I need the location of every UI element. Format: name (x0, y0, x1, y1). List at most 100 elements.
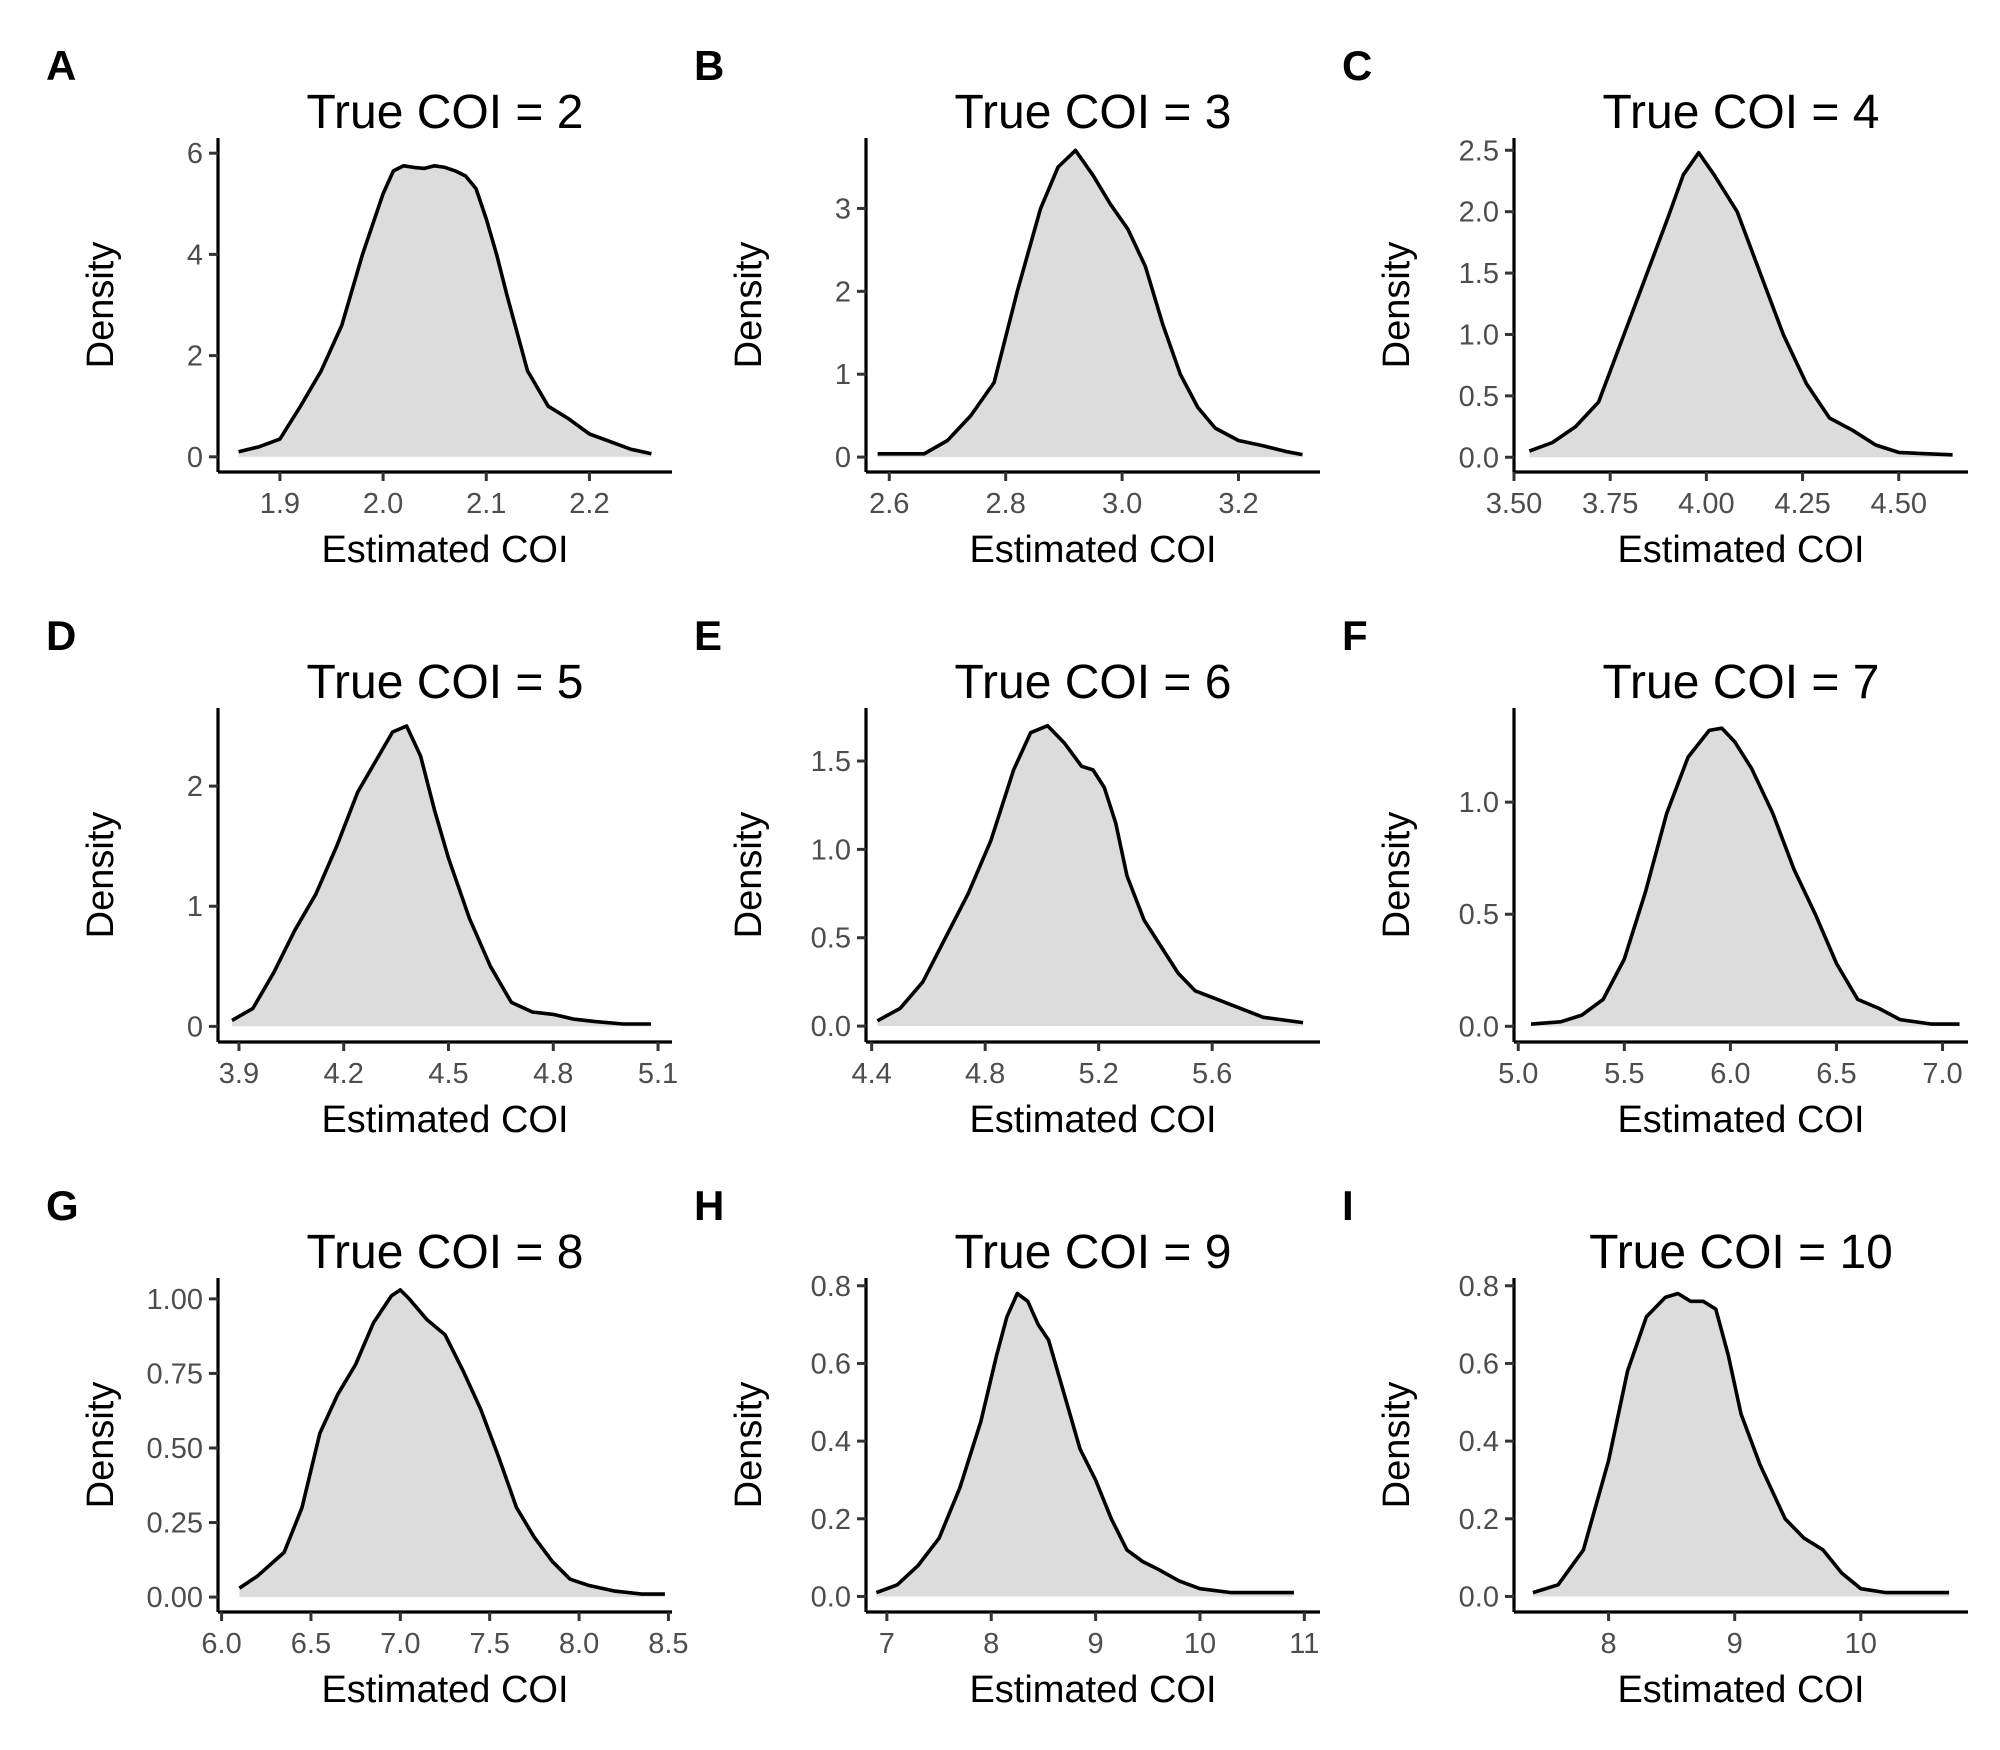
y-tick-label: 2 (187, 341, 203, 373)
panel-letter: C (1342, 42, 1372, 89)
x-tick-label: 10 (1184, 1628, 1216, 1660)
x-tick-label: 5.2 (1079, 1058, 1119, 1090)
density-area (1529, 152, 1953, 458)
y-tick-label: 1.5 (811, 746, 851, 778)
x-tick-label: 2.1 (466, 488, 506, 520)
x-axis-title: Estimated COI (1617, 1099, 1864, 1141)
y-tick-label: 2.5 (1459, 135, 1499, 167)
density-line (238, 164, 652, 456)
y-tick-label: 0.2 (811, 1504, 851, 1536)
density-line (231, 724, 651, 1026)
x-tick-label: 4.8 (965, 1058, 1005, 1090)
y-tick-label: 0.0 (1459, 442, 1499, 474)
panel-title: True COI = 10 (1589, 1226, 1893, 1279)
x-tick-label: 5.6 (1192, 1058, 1232, 1090)
x-tick-label: 2.2 (569, 488, 609, 520)
y-tick-label: 4 (187, 239, 203, 271)
density-area (1531, 728, 1960, 1027)
panel-title: True COI = 8 (307, 1226, 584, 1279)
y-tick-label: 0.5 (1459, 381, 1499, 413)
panel-f: F True COI = 7 5.0 5.5 6.0 6.5 7.0 0.0 0.5 1.0 Est… (1342, 612, 1968, 1141)
x-tick-label: 2.6 (869, 488, 909, 520)
x-tick-label: 10 (1845, 1628, 1877, 1660)
density-line (877, 148, 1303, 457)
x-tick-label: 5.1 (638, 1058, 678, 1090)
x-tick-label: 7.0 (1922, 1058, 1962, 1090)
panel-letter: H (694, 1182, 724, 1229)
panel-title: True COI = 7 (1603, 656, 1880, 709)
x-tick-label: 5.0 (1498, 1058, 1538, 1090)
density-area (1532, 1293, 1950, 1597)
panel-title: True COI = 9 (955, 1226, 1232, 1279)
y-tick-label: 3 (835, 193, 851, 225)
x-tick-label: 6.0 (1710, 1058, 1750, 1090)
y-tick-label: 1.00 (147, 1284, 203, 1316)
y-tick-label: 0.8 (1459, 1271, 1499, 1303)
density-area (877, 150, 1303, 458)
x-tick-label: 4.25 (1774, 488, 1830, 520)
panel-title: True COI = 4 (1603, 86, 1880, 139)
x-tick-label: 2.8 (986, 488, 1026, 520)
x-tick-label: 4.00 (1678, 488, 1734, 520)
panel-title: True COI = 2 (307, 86, 584, 139)
density-area (876, 1293, 1294, 1597)
y-tick-label: 0.2 (1459, 1504, 1499, 1536)
panel-h: H True COI = 9 7 8 9 10 11 0.0 0.2 0.4 0.6 0.8 Estim… (694, 1182, 1320, 1711)
density-area (877, 725, 1303, 1027)
panel-letter: I (1342, 1182, 1354, 1229)
x-tick-label: 1.9 (260, 488, 300, 520)
y-tick-label: 2 (187, 771, 203, 803)
x-tick-label: 7.5 (470, 1628, 510, 1660)
y-tick-label: 0.0 (811, 1581, 851, 1613)
y-tick-label: 0.8 (811, 1271, 851, 1303)
y-axis-title: Density (1376, 242, 1418, 369)
x-tick-label: 7 (879, 1628, 895, 1660)
y-tick-label: 1 (187, 891, 203, 923)
y-tick-label: 0.00 (147, 1582, 203, 1614)
x-tick-label: 6.0 (201, 1628, 241, 1660)
panel-letter: E (694, 612, 722, 659)
x-tick-label: 7.0 (380, 1628, 420, 1660)
panel-b: B True COI = 3 2.6 2.8 3.0 3.2 0 1 2 3 Estimated C… (694, 42, 1320, 571)
y-tick-label: 0.5 (1459, 899, 1499, 931)
x-tick-label: 6.5 (291, 1628, 331, 1660)
y-tick-label: 0.75 (147, 1358, 203, 1390)
density-line (876, 723, 1304, 1025)
panel-letter: G (46, 1182, 79, 1229)
y-axis-title: Density (80, 1382, 122, 1509)
x-axis-title: Estimated COI (321, 1669, 568, 1711)
y-axis-title: Density (80, 242, 122, 369)
y-axis-title: Density (728, 812, 770, 939)
panel-d: D True COI = 5 3.9 4.2 4.5 4.8 5.1 0 1 2 Estimated… (46, 612, 678, 1141)
x-tick-label: 8 (983, 1628, 999, 1660)
y-tick-label: 0 (187, 1011, 203, 1043)
panel-g: G True COI = 8 6.0 6.5 7.0 7.5 8.0 8.5 0.00 0.25 0… (46, 1182, 689, 1711)
x-tick-label: 3.0 (1102, 488, 1142, 520)
y-tick-label: 0.25 (147, 1508, 203, 1540)
x-tick-label: 8 (1601, 1628, 1617, 1660)
density-line (1532, 1291, 1950, 1595)
x-axis-title: Estimated COI (1617, 529, 1864, 571)
y-tick-label: 1.0 (1459, 787, 1499, 819)
density-line (1528, 150, 1953, 457)
x-axis-title: Estimated COI (969, 1099, 1216, 1141)
y-tick-label: 1 (835, 359, 851, 391)
x-tick-label: 3.75 (1582, 488, 1638, 520)
y-tick-label: 1.0 (1459, 319, 1499, 351)
y-tick-label: 0.0 (811, 1011, 851, 1043)
y-tick-label: 2 (835, 276, 851, 308)
panel-c: C True COI = 4 3.50 3.75 4.00 4.25 4.50 0.0 0.5 1… (1342, 42, 1968, 571)
y-tick-label: 0.6 (1459, 1348, 1499, 1380)
y-axis-title: Density (1376, 1382, 1418, 1509)
x-tick-label: 11 (1289, 1628, 1319, 1660)
panel-title: True COI = 5 (307, 656, 584, 709)
density-area (232, 726, 651, 1027)
y-tick-label: 0.4 (1459, 1426, 1499, 1458)
y-axis-title: Density (80, 812, 122, 939)
y-tick-label: 0.0 (1459, 1581, 1499, 1613)
x-tick-label: 6.5 (1816, 1058, 1856, 1090)
panel-title: True COI = 3 (955, 86, 1232, 139)
x-tick-label: 4.8 (533, 1058, 573, 1090)
y-tick-label: 0.4 (811, 1426, 851, 1458)
